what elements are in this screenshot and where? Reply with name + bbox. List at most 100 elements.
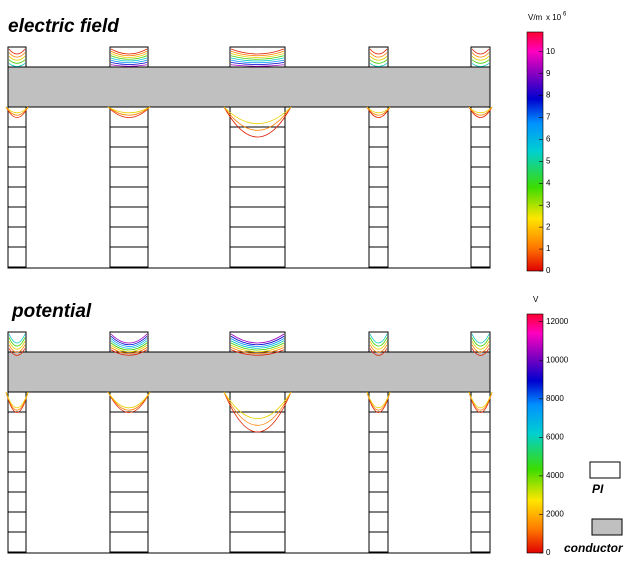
colorbar-tick-label: 2: [546, 222, 551, 231]
colorbar-tick-label: 6000: [546, 432, 564, 441]
legend-label: PI: [592, 482, 604, 496]
contour: [230, 48, 285, 55]
contour: [110, 333, 148, 344]
contour: [110, 349, 148, 356]
colorbar-tick-label: 10000: [546, 355, 569, 364]
contour: [366, 106, 391, 114]
contour: [369, 348, 388, 356]
contour: [8, 59, 26, 64]
contour: [8, 55, 26, 61]
colorbar-unit: V/m: [528, 13, 543, 22]
colorbar-tick-label: 0: [546, 266, 551, 275]
contour: [110, 59, 148, 64]
contour: [110, 347, 148, 354]
contour: [230, 335, 285, 346]
contour: [110, 64, 148, 67]
contour: [369, 52, 388, 58]
contour: [230, 62, 285, 65]
contour: [468, 391, 493, 409]
contour: [471, 344, 490, 353]
colorbar: [526, 31, 544, 272]
contour: [223, 106, 292, 131]
contour: [107, 106, 151, 118]
contour: [110, 57, 148, 62]
colorbar-tick-label: 5: [546, 156, 551, 165]
colorbar-tick-label: 9: [546, 69, 551, 78]
contour: [223, 106, 292, 138]
contour: [230, 57, 285, 62]
contour: [5, 106, 29, 114]
contour: [107, 391, 151, 409]
colorbar-tick-label: 2000: [546, 510, 564, 519]
contour: [471, 63, 490, 67]
contour: [468, 106, 493, 116]
contour: [5, 391, 29, 409]
colorbar-tick-label: 7: [546, 113, 551, 122]
contour: [369, 48, 388, 55]
contour: [369, 63, 388, 67]
contour: [369, 341, 388, 350]
contour: [8, 341, 26, 350]
contour: [230, 64, 285, 67]
contour: [230, 50, 285, 57]
contour: [8, 48, 26, 55]
contour: [110, 50, 148, 57]
contour: [471, 333, 490, 344]
contour: [8, 63, 26, 67]
contour: [110, 338, 148, 347]
panel-title: electric field: [8, 16, 119, 37]
contour: [5, 106, 29, 116]
contour: [230, 344, 285, 353]
contour: [8, 337, 26, 347]
colorbar-tick-label: 4: [546, 178, 551, 187]
contour: [110, 340, 148, 349]
contour: [230, 347, 285, 354]
contour: [223, 391, 292, 433]
contour: [230, 340, 285, 349]
contour: [230, 53, 285, 58]
contour: [471, 48, 490, 55]
panel-title: potential: [11, 301, 92, 322]
colorbar-tick-label: 6: [546, 135, 551, 144]
contour: [223, 391, 292, 426]
contour: [471, 337, 490, 347]
colorbar-tick-label: 3: [546, 200, 551, 209]
legend-label: conductor: [564, 541, 624, 555]
contour: [369, 337, 388, 347]
colorbar-exponent: 6: [563, 12, 567, 18]
contour: [223, 391, 292, 419]
pi-swatch: [589, 461, 621, 479]
contour: [107, 106, 151, 114]
contour: [230, 338, 285, 347]
contour: [366, 391, 391, 409]
conductor-band: [7, 66, 491, 108]
contour: [471, 59, 490, 64]
contour: [471, 341, 490, 350]
contour: [110, 62, 148, 65]
contour: [110, 48, 148, 55]
contour: [230, 342, 285, 351]
contour: [230, 59, 285, 64]
colorbar-unit: V: [533, 295, 539, 304]
contour: [471, 348, 490, 356]
colorbar-tick-label: 1: [546, 244, 551, 253]
contour: [369, 55, 388, 61]
conductor-band: [7, 351, 491, 393]
contour: [110, 342, 148, 351]
contour: [8, 333, 26, 344]
contour: [8, 52, 26, 58]
colorbar-tick-label: 8: [546, 91, 551, 100]
colorbar-tick-label: 10: [546, 47, 555, 56]
contour: [110, 335, 148, 346]
conductor-swatch: [591, 518, 623, 536]
colorbar-tick-label: 0: [546, 548, 551, 557]
contour: [110, 55, 148, 60]
colorbar-tick-label: 4000: [546, 471, 564, 480]
contour: [369, 333, 388, 344]
contour: [230, 333, 285, 344]
contour: [230, 55, 285, 60]
contour: [107, 391, 151, 411]
contour: [110, 53, 148, 58]
contour: [366, 106, 391, 116]
colorbar-tick-label: 12000: [546, 317, 569, 326]
